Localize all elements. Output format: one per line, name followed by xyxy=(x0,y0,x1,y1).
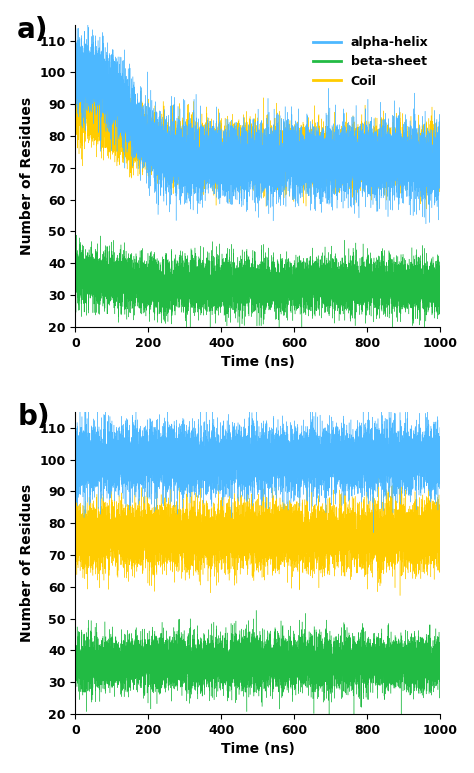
Text: b): b) xyxy=(17,403,50,431)
Text: a): a) xyxy=(17,15,49,44)
Y-axis label: Number of Residues: Number of Residues xyxy=(20,484,34,642)
X-axis label: Time (ns): Time (ns) xyxy=(221,742,294,756)
X-axis label: Time (ns): Time (ns) xyxy=(221,355,294,369)
Legend: alpha-helix, beta-sheet, Coil: alpha-helix, beta-sheet, Coil xyxy=(308,31,434,93)
Y-axis label: Number of Residues: Number of Residues xyxy=(20,97,34,255)
